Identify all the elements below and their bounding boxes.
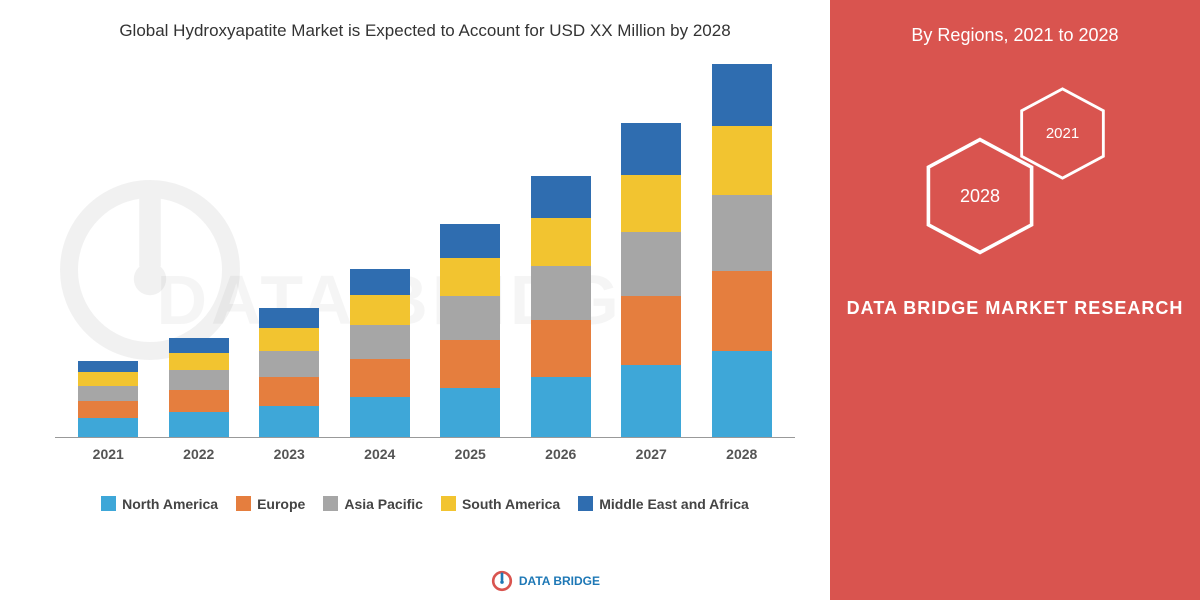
- footer-logo-text: DATA BRIDGE: [519, 574, 600, 588]
- bar-segment: [259, 377, 319, 406]
- bar-segment: [440, 340, 500, 388]
- legend-label: Middle East and Africa: [599, 496, 749, 512]
- bar-group: [71, 361, 146, 437]
- x-axis-label: 2028: [704, 446, 779, 462]
- hex-2028-label: 2028: [960, 186, 1000, 207]
- legend-item: North America: [101, 496, 218, 512]
- bar-segment: [350, 325, 410, 359]
- bar-segment: [259, 406, 319, 437]
- right-panel-title: By Regions, 2021 to 2028: [911, 25, 1118, 46]
- bar-segment: [531, 320, 591, 377]
- chart-title: Global Hydroxyapatite Market is Expected…: [30, 20, 820, 43]
- legend-label: North America: [122, 496, 218, 512]
- bar: [350, 269, 410, 437]
- bar-segment: [169, 370, 229, 390]
- legend-swatch: [101, 496, 116, 511]
- legend: North America Europe Asia Pacific South Ame…: [30, 496, 820, 512]
- bar-group: [433, 224, 508, 437]
- legend-swatch: [323, 496, 338, 511]
- legend-swatch: [578, 496, 593, 511]
- bar-segment: [78, 361, 138, 372]
- bar-segment: [350, 397, 410, 437]
- legend-item: Europe: [236, 496, 305, 512]
- bar: [259, 308, 319, 437]
- hex-graphic: 2028 2021: [830, 76, 1200, 276]
- bar-segment: [712, 271, 772, 352]
- bar-group: [342, 269, 417, 437]
- x-axis-label: 2021: [71, 446, 146, 462]
- brand-label: DATA BRIDGE MARKET RESEARCH: [847, 296, 1184, 321]
- bars-row: [55, 58, 795, 438]
- bar-segment: [531, 176, 591, 219]
- bar-segment: [169, 412, 229, 437]
- right-panel: By Regions, 2021 to 2028 2028 2021 DATA …: [830, 0, 1200, 600]
- bar-segment: [259, 328, 319, 351]
- left-panel: Global Hydroxyapatite Market is Expected…: [0, 0, 830, 600]
- bar-segment: [350, 359, 410, 397]
- bar-segment: [169, 390, 229, 412]
- x-axis-label: 2027: [614, 446, 689, 462]
- legend-swatch: [441, 496, 456, 511]
- bar-group: [614, 123, 689, 437]
- bar-segment: [531, 266, 591, 320]
- bar-group: [161, 338, 236, 437]
- bar-segment: [440, 296, 500, 340]
- hex-2021: 2021: [1015, 86, 1110, 181]
- bar-segment: [259, 351, 319, 378]
- bar-segment: [440, 258, 500, 296]
- legend-swatch: [236, 496, 251, 511]
- legend-label: South America: [462, 496, 560, 512]
- legend-item: Asia Pacific: [323, 496, 423, 512]
- legend-label: Europe: [257, 496, 305, 512]
- legend-label: Asia Pacific: [344, 496, 423, 512]
- bar: [169, 338, 229, 437]
- bar-segment: [712, 64, 772, 127]
- bar-segment: [440, 224, 500, 258]
- chart-area: 2021 2022 2023 2024 2025 2026 2027 2028: [55, 58, 795, 478]
- footer-logo-line1: DATA BRIDGE: [519, 574, 600, 588]
- x-axis-label: 2022: [161, 446, 236, 462]
- bar-segment: [350, 269, 410, 296]
- x-axis-label: 2024: [342, 446, 417, 462]
- footer-logo-icon: [491, 570, 513, 592]
- bar-segment: [440, 388, 500, 437]
- bar: [78, 361, 138, 437]
- x-axis-label: 2025: [433, 446, 508, 462]
- hex-2021-label: 2021: [1046, 125, 1079, 142]
- x-axis-labels: 2021 2022 2023 2024 2025 2026 2027 2028: [55, 438, 795, 462]
- bar-segment: [712, 351, 772, 437]
- x-axis-label: 2026: [523, 446, 598, 462]
- bar: [440, 224, 500, 437]
- bar-segment: [621, 365, 681, 437]
- bar-segment: [350, 295, 410, 324]
- bar-segment: [259, 308, 319, 328]
- bar-segment: [621, 232, 681, 297]
- bar: [712, 64, 772, 437]
- bar-segment: [712, 195, 772, 271]
- bar-segment: [621, 123, 681, 175]
- bar-segment: [78, 386, 138, 401]
- bar-segment: [531, 218, 591, 266]
- bar-segment: [169, 353, 229, 370]
- bar-segment: [78, 401, 138, 418]
- bar-segment: [78, 372, 138, 385]
- bar-segment: [621, 296, 681, 364]
- bar-segment: [78, 418, 138, 437]
- bar-segment: [531, 377, 591, 437]
- bar-segment: [621, 175, 681, 232]
- bar-segment: [169, 338, 229, 353]
- legend-item: South America: [441, 496, 560, 512]
- legend-item: Middle East and Africa: [578, 496, 749, 512]
- brand-text: DATA BRIDGE MARKET RESEARCH: [847, 298, 1184, 318]
- bar: [621, 123, 681, 437]
- bar-segment: [712, 126, 772, 194]
- footer-logo: DATA BRIDGE: [491, 570, 600, 592]
- main-container: Global Hydroxyapatite Market is Expected…: [0, 0, 1200, 600]
- bar-group: [523, 176, 598, 437]
- x-axis-label: 2023: [252, 446, 327, 462]
- bar-group: [704, 64, 779, 437]
- bar-group: [252, 308, 327, 437]
- bar: [531, 176, 591, 437]
